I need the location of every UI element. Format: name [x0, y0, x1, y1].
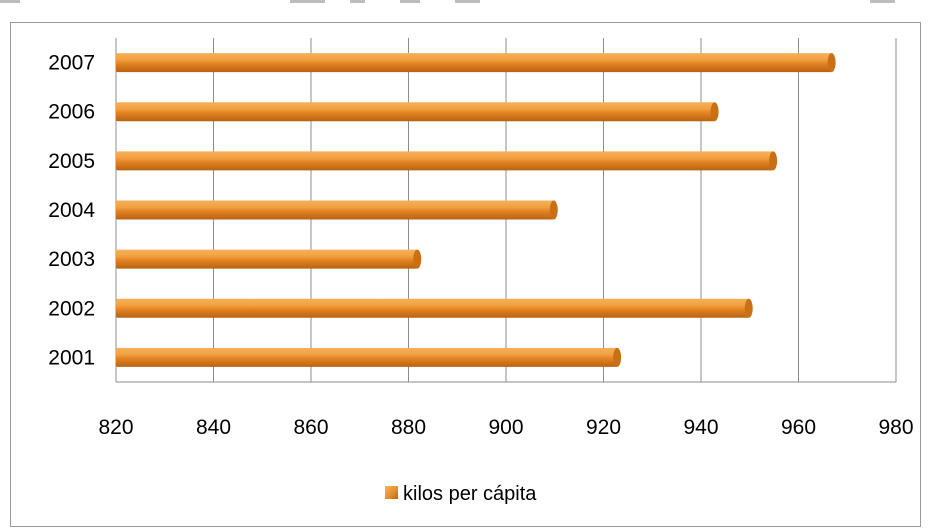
- y-tick-label-2006: 2006: [48, 101, 95, 124]
- legend-label: kilos per cápita: [403, 483, 537, 505]
- y-tick-label-2005: 2005: [48, 150, 95, 173]
- bar-2006: [116, 102, 716, 122]
- y-axis-tick-labels: 2001 2002 2003 2004 2005 2006 2007: [48, 52, 95, 370]
- x-tick-label-900: 900: [488, 416, 523, 439]
- bar-series: [116, 53, 836, 367]
- y-tick-label-2002: 2002: [48, 297, 95, 320]
- y-tick-label-2004: 2004: [48, 199, 95, 222]
- bar-2005: [116, 151, 775, 171]
- bar-2004: [116, 200, 555, 220]
- y-tick-label-2003: 2003: [48, 248, 95, 271]
- bar-2002: [116, 298, 750, 318]
- y-tick-label-2001: 2001: [48, 346, 95, 369]
- x-tick-label-820: 820: [98, 416, 133, 439]
- x-tick-label-980: 980: [878, 416, 913, 439]
- bar-2007: [116, 53, 833, 73]
- bar-cap-2003: [413, 249, 422, 269]
- bar-2001: [116, 347, 619, 367]
- x-tick-label-940: 940: [683, 416, 718, 439]
- x-tick-label-860: 860: [293, 416, 328, 439]
- x-axis-tick-labels: 820 840 860 880 900 920 940 960 980: [98, 416, 913, 439]
- bar-cap-2005: [769, 151, 778, 171]
- legend: kilos per cápita: [385, 483, 537, 505]
- x-tick-label-960: 960: [781, 416, 816, 439]
- cropped-top-edge: [0, 0, 933, 4]
- bar-cap-2004: [549, 200, 558, 220]
- bar-cap-2001: [613, 347, 622, 367]
- bar-cap-2002: [744, 298, 753, 318]
- bar-cap-2007: [827, 53, 836, 73]
- bar-cap-2006: [710, 102, 719, 122]
- y-tick-label-2007: 2007: [48, 52, 95, 75]
- x-tick-label-880: 880: [391, 416, 426, 439]
- bar-2003: [116, 249, 419, 269]
- x-tick-label-840: 840: [196, 416, 231, 439]
- legend-swatch: [385, 486, 398, 499]
- x-tick-label-920: 920: [586, 416, 621, 439]
